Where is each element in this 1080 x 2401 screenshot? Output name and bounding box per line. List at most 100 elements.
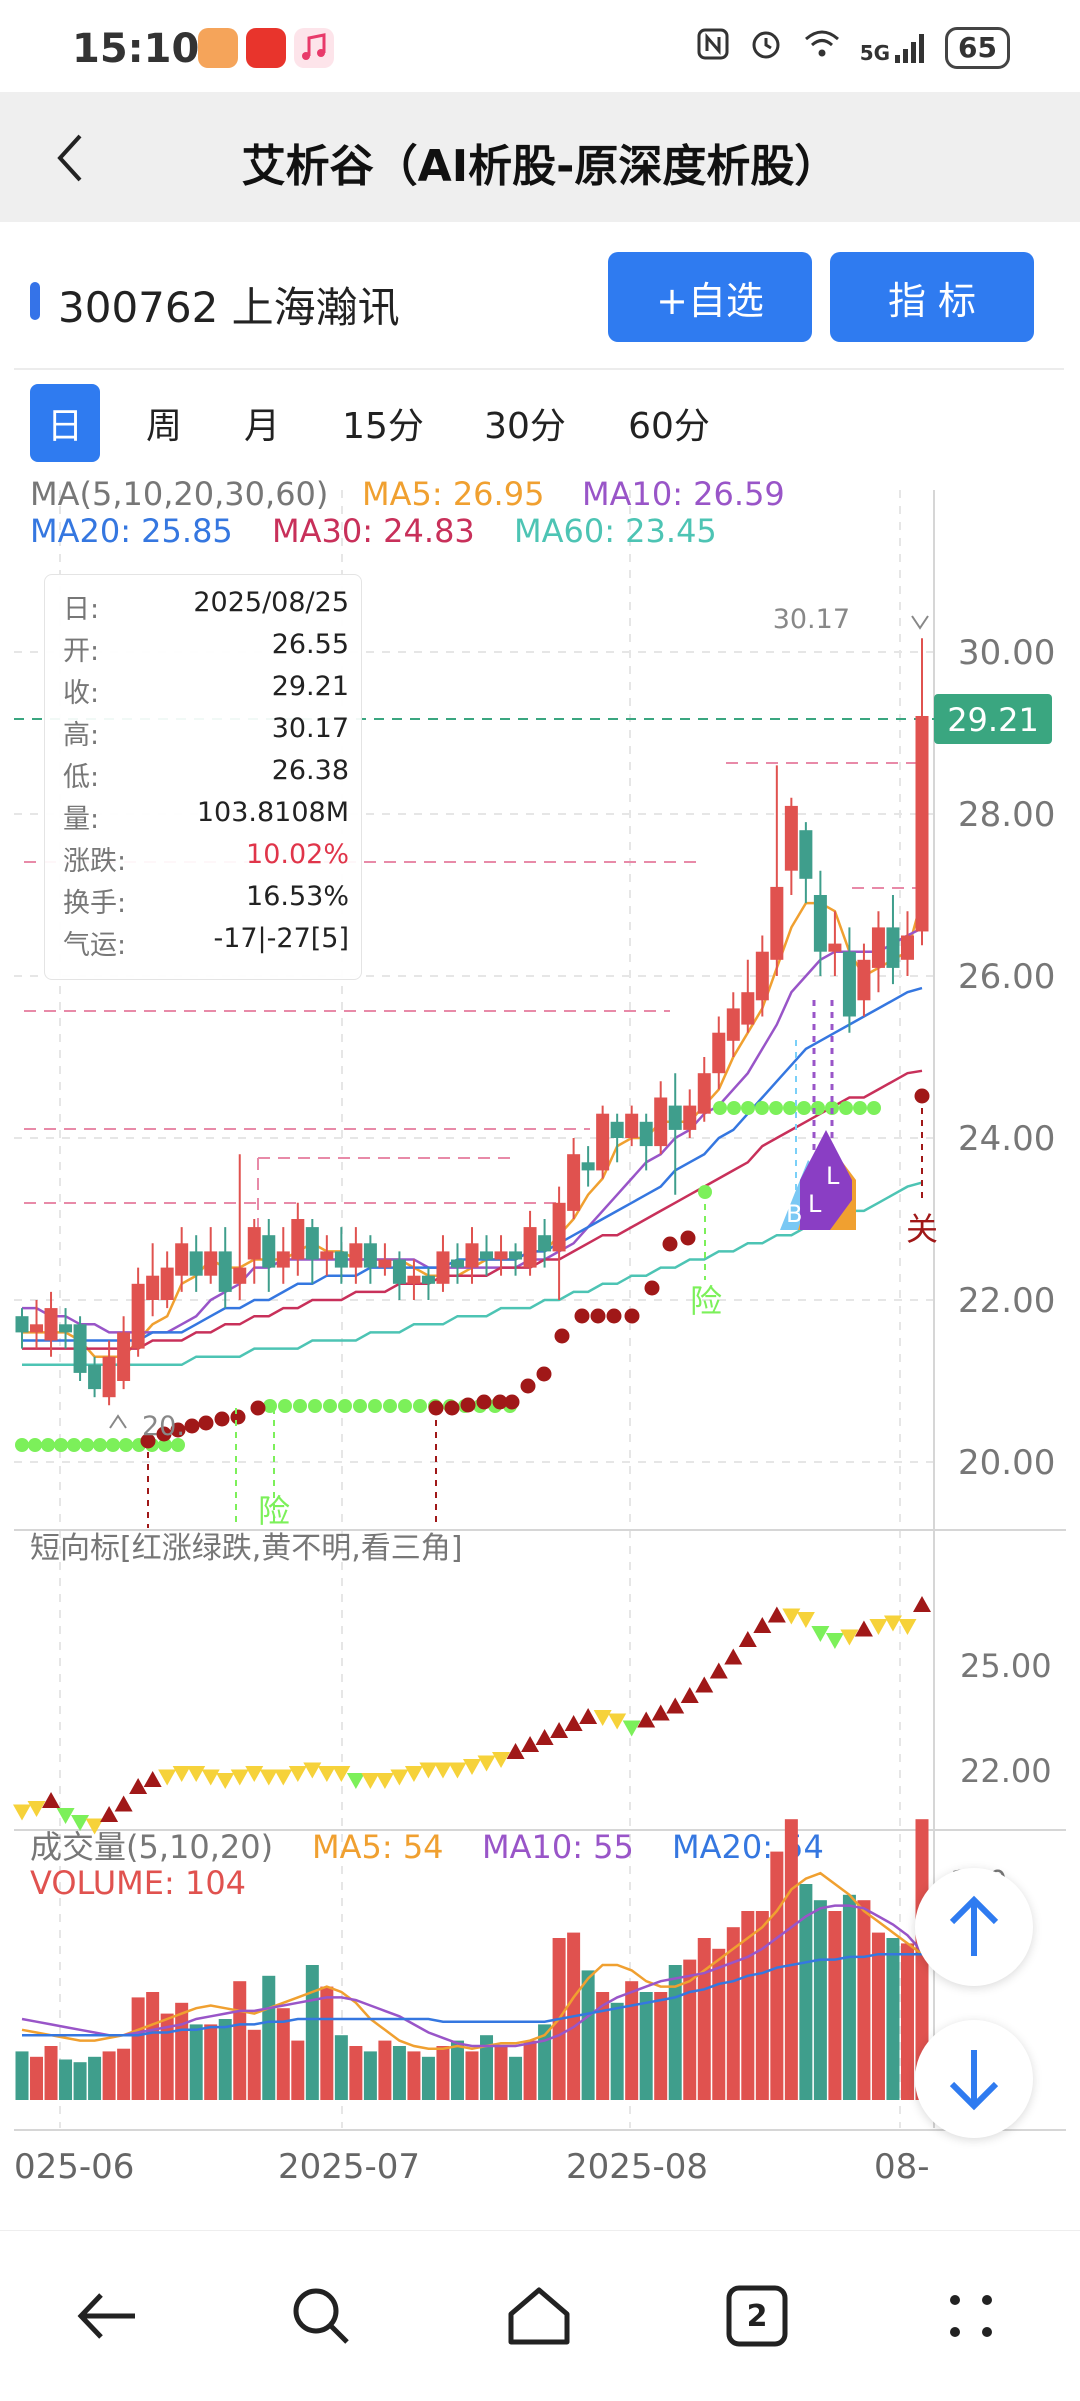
nav-tabs-button[interactable]: 2 xyxy=(712,2271,802,2361)
volume-bar xyxy=(131,1997,145,2100)
volume-bar xyxy=(30,2056,44,2100)
volume-bars xyxy=(15,1819,929,2100)
green-signal-dot xyxy=(867,1101,881,1115)
volume-bar xyxy=(842,1894,856,2100)
candle-body xyxy=(770,886,784,960)
high-marker-arrow-icon xyxy=(911,615,929,630)
status-time: 15:10 xyxy=(72,26,200,72)
nfc-icon xyxy=(696,27,730,68)
short-indicator-triangle xyxy=(404,1766,423,1782)
info-value: 2025/08/25 xyxy=(193,587,349,618)
short-indicator-triangle xyxy=(172,1766,191,1782)
volume-bar xyxy=(233,1981,247,2100)
tab-day[interactable]: 日 xyxy=(30,384,100,462)
volume-bar xyxy=(465,2051,479,2100)
info-label: 换手: xyxy=(63,888,127,919)
candle-body xyxy=(59,1324,73,1333)
short-indicator-triangle xyxy=(477,1755,496,1772)
short-indicator-triangle xyxy=(506,1743,525,1759)
tab-month[interactable]: 月 xyxy=(243,406,280,447)
risk-label: 险 xyxy=(690,1282,722,1320)
info-value: 29.21 xyxy=(271,671,349,702)
info-value: 103.8108M xyxy=(196,797,349,828)
candle-body xyxy=(625,1113,639,1138)
candle-body xyxy=(683,1105,697,1130)
info-label: 高: xyxy=(63,720,100,751)
green-signal-dot xyxy=(741,1101,755,1115)
volume-bar xyxy=(305,1965,319,2100)
short-indicator-triangle xyxy=(854,1620,873,1637)
volume-bar xyxy=(407,2051,421,2100)
volume-bar xyxy=(900,1943,914,2100)
ma30-legend: MA30: 24.83 xyxy=(272,512,475,550)
candle-body xyxy=(146,1275,160,1300)
candle-body xyxy=(552,1202,566,1252)
nav-menu-button[interactable] xyxy=(926,2271,1016,2361)
short-indicator-triangle xyxy=(448,1762,467,1779)
volume-bar xyxy=(755,1911,769,2100)
volume-bar xyxy=(480,2035,494,2100)
volume-bar xyxy=(639,1992,653,2100)
volume-bar xyxy=(189,2024,203,2100)
tab-15min[interactable]: 15分 xyxy=(342,406,424,447)
candle-body xyxy=(596,1113,610,1171)
stock-name: 300762 上海瀚讯 xyxy=(58,283,400,332)
back-button[interactable] xyxy=(30,118,110,198)
nav-search-button[interactable] xyxy=(276,2271,366,2361)
volume-bar xyxy=(175,2002,189,2100)
price-axis-label: 30.00 xyxy=(958,633,1055,673)
candle-body xyxy=(639,1121,653,1147)
info-row-open: 开: 26.55 xyxy=(63,629,349,669)
short-indicator-triangle xyxy=(767,1606,786,1623)
red-signal-dot xyxy=(230,1409,246,1425)
arrow-left-icon xyxy=(77,2293,135,2339)
candle-body xyxy=(755,951,769,1001)
candle-body xyxy=(697,1073,711,1114)
green-signal-dot xyxy=(839,1101,853,1115)
x-axis-label: 2025-08 xyxy=(566,2147,708,2187)
short-indicator-triangle xyxy=(143,1771,162,1787)
short-indicator-triangle xyxy=(274,1769,293,1786)
info-label: 量: xyxy=(63,804,100,835)
page-title: 艾析谷（AI析股-原深度析股） xyxy=(241,141,839,192)
volume-ma5: MA5: 54 xyxy=(312,1828,444,1866)
green-signal-dot xyxy=(293,1399,307,1413)
scroll-down-button[interactable] xyxy=(915,2020,1033,2138)
short-indicator-triangle xyxy=(883,1615,902,1632)
volume-bar xyxy=(421,2056,435,2100)
x-axis-label: 2025-07 xyxy=(278,2147,420,2187)
volume-bar xyxy=(683,1959,697,2100)
red-signal-dot xyxy=(460,1397,476,1413)
info-row-volume: 量: 103.8108M xyxy=(63,797,349,837)
arrow-down-icon xyxy=(949,2050,999,2111)
nav-back-button[interactable] xyxy=(62,2271,152,2361)
b-signal-label: B xyxy=(786,1200,802,1228)
short-indicator-title: 短向标[红涨绿跌,黄不明,看三角] xyxy=(30,1531,462,1566)
indicator-button[interactable]: 指 标 xyxy=(830,252,1034,342)
add-watchlist-button[interactable]: +自选 xyxy=(608,252,812,342)
short-indicator-triangle xyxy=(637,1711,656,1728)
candle-body xyxy=(465,1243,479,1268)
volume-bar xyxy=(625,1981,639,2100)
green-signal-dot xyxy=(383,1399,397,1413)
price-axis-label: 22.00 xyxy=(958,1281,1055,1321)
signal-dots xyxy=(15,1088,930,1452)
tabs-count: 2 xyxy=(746,2298,768,2334)
red-signal-dot xyxy=(170,1422,186,1438)
candle-body xyxy=(276,1251,290,1268)
candle-body xyxy=(320,1251,334,1260)
candle-body xyxy=(160,1267,174,1300)
tab-30min[interactable]: 30分 xyxy=(484,406,566,447)
red-signal-dot xyxy=(680,1230,696,1246)
tab-60min[interactable]: 60分 xyxy=(628,406,710,447)
nav-home-button[interactable] xyxy=(494,2271,584,2361)
red-signal-dot xyxy=(644,1280,660,1296)
short-indicator-triangle xyxy=(187,1766,206,1782)
info-value: 30.17 xyxy=(271,713,349,744)
kline-chart[interactable]: MA(5,10,20,30,60) MA5: 26.95 MA10: 26.59… xyxy=(0,470,1080,2230)
tab-week[interactable]: 周 xyxy=(145,406,182,447)
volume-bar xyxy=(59,2059,73,2100)
candle-body xyxy=(741,992,755,1025)
short-indicator-triangle xyxy=(230,1769,249,1786)
scroll-up-button[interactable] xyxy=(915,1868,1033,1986)
